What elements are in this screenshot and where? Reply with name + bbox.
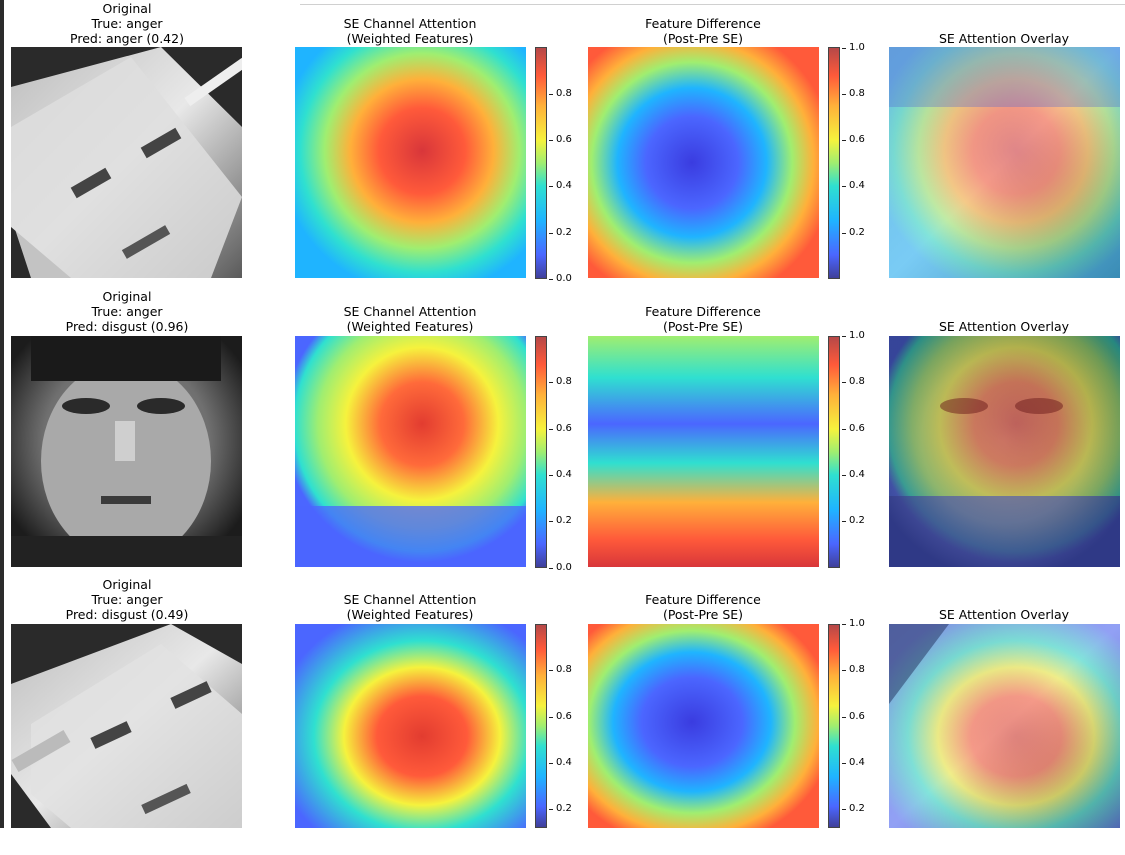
feature-difference-heatmap: [588, 624, 819, 828]
se-title-row1: SE Channel Attention (Weighted Features): [270, 16, 550, 46]
feature-difference-heatmap: [588, 47, 819, 278]
colorbar-tick: 0.4: [842, 180, 865, 191]
colorbar-tick: 0.8: [549, 664, 572, 675]
overlay-title-row3: SE Attention Overlay: [864, 607, 1125, 622]
colorbar-tick: 0.8: [549, 88, 572, 99]
colorbar-tick: 0.6: [549, 423, 572, 434]
se-sublabel: (Weighted Features): [346, 607, 474, 622]
overlay-title-row1: SE Attention Overlay: [864, 31, 1125, 46]
attention-overlay-image: [889, 336, 1120, 567]
colorbar-tick: 1.0: [842, 42, 865, 53]
se-label: SE Channel Attention: [343, 592, 477, 607]
se-attention-heatmap: [295, 624, 526, 828]
true-label: True: anger: [91, 16, 163, 31]
colorbar-tick: 0.0: [549, 273, 572, 284]
overlay-label: SE Attention Overlay: [938, 319, 1070, 334]
colorbar: [535, 47, 547, 279]
pred-label: Pred: anger (0.42): [70, 31, 184, 46]
colorbar-tick: 0.6: [549, 711, 572, 722]
original-face-image: [11, 624, 242, 855]
colorbar: [828, 336, 840, 568]
colorbar-tick: 0.6: [549, 134, 572, 145]
colorbar-tick: 0.4: [842, 757, 865, 768]
colorbar-tick: 0.2: [842, 227, 865, 238]
pred-label: Pred: disgust (0.96): [65, 319, 189, 334]
colorbar: [535, 624, 547, 828]
overlay-label: SE Attention Overlay: [938, 607, 1070, 622]
colorbar-tick: 0.4: [549, 469, 572, 480]
colorbar-tick: 0.6: [842, 711, 865, 722]
diff-label: Feature Difference: [645, 16, 761, 31]
diff-sublabel: (Post-Pre SE): [662, 319, 744, 334]
diff-title-row2: Feature Difference (Post-Pre SE): [563, 304, 843, 334]
original-label: Original: [102, 1, 152, 16]
se-title-row3: SE Channel Attention (Weighted Features): [270, 592, 550, 622]
se-sublabel: (Weighted Features): [346, 319, 474, 334]
attention-overlay-image: [889, 47, 1120, 278]
diff-label: Feature Difference: [645, 304, 761, 319]
colorbar-tick: 0.4: [549, 757, 572, 768]
colorbar: [828, 624, 840, 828]
se-sublabel: (Weighted Features): [346, 31, 474, 46]
se-title-row2: SE Channel Attention (Weighted Features): [270, 304, 550, 334]
se-attention-heatmap: [295, 47, 526, 278]
original-face-image: [11, 47, 242, 278]
colorbar-tick: 0.2: [549, 227, 572, 238]
pred-label: Pred: disgust (0.49): [65, 607, 189, 622]
se-label: SE Channel Attention: [343, 304, 477, 319]
colorbar: [828, 47, 840, 279]
colorbar-tick: 0.8: [842, 664, 865, 675]
colorbar-tick: 0.2: [842, 803, 865, 814]
original-title-row1: Original True: anger Pred: anger (0.42): [0, 1, 267, 46]
diff-sublabel: (Post-Pre SE): [662, 31, 744, 46]
original-label: Original: [102, 577, 152, 592]
feature-difference-heatmap: [588, 336, 819, 567]
true-label: True: anger: [91, 304, 163, 319]
colorbar-tick: 0.2: [842, 515, 865, 526]
colorbar-tick: 0.6: [842, 423, 865, 434]
diff-title-row3: Feature Difference (Post-Pre SE): [563, 592, 843, 622]
overlay-title-row2: SE Attention Overlay: [864, 319, 1125, 334]
original-title-row2: Original True: anger Pred: disgust (0.96…: [0, 289, 267, 334]
colorbar-tick: 0.8: [549, 376, 572, 387]
colorbar-tick: 1.0: [842, 618, 865, 629]
colorbar-tick: 0.2: [549, 803, 572, 814]
original-title-row3: Original True: anger Pred: disgust (0.49…: [0, 577, 267, 622]
original-face-image: [11, 336, 242, 567]
colorbar-tick: 0.8: [842, 88, 865, 99]
overlay-label: SE Attention Overlay: [938, 31, 1070, 46]
colorbar-tick: 0.0: [549, 562, 572, 573]
se-attention-heatmap: [295, 336, 526, 567]
se-label: SE Channel Attention: [343, 16, 477, 31]
diff-label: Feature Difference: [645, 592, 761, 607]
diff-title-row1: Feature Difference (Post-Pre SE): [563, 16, 843, 46]
colorbar: [535, 336, 547, 568]
diff-sublabel: (Post-Pre SE): [662, 607, 744, 622]
top-rule: [300, 4, 1125, 5]
colorbar-tick: 0.6: [842, 134, 865, 145]
colorbar-tick: 0.4: [549, 180, 572, 191]
window-left-edge: [0, 0, 4, 828]
colorbar-tick: 1.0: [842, 330, 865, 341]
attention-overlay-image: [889, 624, 1120, 828]
colorbar-tick: 0.4: [842, 469, 865, 480]
colorbar-tick: 0.8: [842, 376, 865, 387]
true-label: True: anger: [91, 592, 163, 607]
original-label: Original: [102, 289, 152, 304]
colorbar-tick: 0.2: [549, 515, 572, 526]
